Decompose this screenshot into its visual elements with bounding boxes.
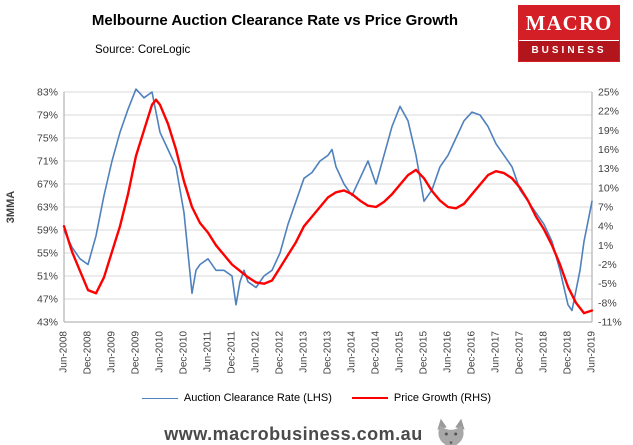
svg-text:71%: 71% <box>37 156 58 168</box>
svg-text:10%: 10% <box>598 182 619 194</box>
svg-text:51%: 51% <box>37 271 58 283</box>
svg-text:Dec-2012: Dec-2012 <box>275 331 286 375</box>
svg-text:Dec-2017: Dec-2017 <box>515 331 526 375</box>
svg-text:43%: 43% <box>37 317 58 329</box>
svg-text:67%: 67% <box>37 179 58 191</box>
svg-text:59%: 59% <box>37 225 58 237</box>
axis-lines <box>63 92 593 323</box>
legend-item-clearance: Auction Clearance Rate (LHS) <box>141 392 332 404</box>
svg-text:Dec-2011: Dec-2011 <box>227 331 238 374</box>
svg-text:Jun-2010: Jun-2010 <box>155 331 166 373</box>
svg-text:Jun-2018: Jun-2018 <box>539 331 550 373</box>
svg-text:79%: 79% <box>37 110 58 122</box>
clearance-line-swatch-icon <box>141 397 178 399</box>
svg-text:Dec-2009: Dec-2009 <box>131 331 142 375</box>
svg-text:Jun-2013: Jun-2013 <box>299 331 310 373</box>
svg-text:13%: 13% <box>598 163 619 175</box>
svg-text:Jun-2015: Jun-2015 <box>395 331 406 373</box>
x-axis-labels: Jun-2008 Dec-2008 Jun-2009 Dec-2009 Jun-2010… <box>59 331 598 375</box>
svg-text:Jun-2017: Jun-2017 <box>491 331 502 373</box>
svg-text:Jun-2008: Jun-2008 <box>59 331 70 373</box>
svg-text:Jun-2011: Jun-2011 <box>203 331 214 372</box>
chart-header: Melbourne Auction Clearance Rate vs Pric… <box>0 0 633 84</box>
footer: www.macrobusiness.com.au <box>0 417 633 445</box>
chart-legend: Auction Clearance Rate (LHS) Price Growt… <box>0 388 633 408</box>
page-title: Melbourne Auction Clearance Rate vs Pric… <box>91 12 459 29</box>
wolf-icon <box>437 418 465 445</box>
right-axis-labels: -11% -8% -5% -2% 1% 4% 7% 10% 13% 16% 19% 22% 25% <box>598 87 622 329</box>
svg-text:Dec-2018: Dec-2018 <box>563 331 574 375</box>
svg-text:4%: 4% <box>598 221 613 233</box>
svg-text:63%: 63% <box>37 202 58 214</box>
svg-text:7%: 7% <box>598 202 613 214</box>
svg-text:1%: 1% <box>598 240 613 252</box>
svg-text:47%: 47% <box>37 294 58 306</box>
svg-text:Dec-2016: Dec-2016 <box>467 331 478 375</box>
left-axis-title: 3MMA <box>5 191 17 223</box>
svg-text:-2%: -2% <box>598 259 617 271</box>
clearance-rate-line <box>63 88 593 312</box>
legend-label: Price Growth (RHS) <box>393 392 492 404</box>
source-note: Source: CoreLogic <box>95 44 191 56</box>
svg-text:Jun-2014: Jun-2014 <box>347 331 358 373</box>
svg-text:Dec-2013: Dec-2013 <box>323 331 334 375</box>
left-axis-labels: 43% 47% 51% 55% 59% 63% 67% 71% 75% 79% 83% <box>37 87 58 329</box>
svg-text:Dec-2008: Dec-2008 <box>83 331 94 375</box>
legend-label: Auction Clearance Rate (LHS) <box>183 392 332 404</box>
svg-text:55%: 55% <box>37 248 58 260</box>
legend-item-price-growth: Price Growth (RHS) <box>351 392 492 404</box>
svg-text:75%: 75% <box>37 133 58 145</box>
svg-text:22%: 22% <box>598 106 619 118</box>
logo-text-macro: MACRO <box>525 11 613 35</box>
svg-text:Jun-2016: Jun-2016 <box>443 331 454 373</box>
price-growth-line <box>62 98 594 315</box>
svg-text:-5%: -5% <box>598 278 617 290</box>
svg-text:Dec-2015: Dec-2015 <box>419 331 430 375</box>
svg-text:19%: 19% <box>598 125 619 137</box>
svg-text:Jun-2012: Jun-2012 <box>251 331 262 373</box>
svg-text:Dec-2014: Dec-2014 <box>371 331 382 375</box>
footer-url: www.macrobusiness.com.au <box>164 423 423 444</box>
price-growth-line-swatch-icon <box>351 397 388 399</box>
svg-text:Jun-2019: Jun-2019 <box>587 331 598 373</box>
svg-text:Jun-2009: Jun-2009 <box>107 331 118 373</box>
macrobusiness-logo: MACRO BUSINESS <box>519 6 619 61</box>
svg-text:83%: 83% <box>37 87 58 99</box>
gridlines <box>64 91 592 323</box>
svg-text:Dec-2010: Dec-2010 <box>179 331 190 375</box>
svg-text:25%: 25% <box>598 87 619 99</box>
svg-text:16%: 16% <box>598 144 619 156</box>
chart-svg: 43% 47% 51% 55% 59% 63% 67% 71% 75% 79% 83% -11% -8%… <box>5 87 622 375</box>
svg-text:-8%: -8% <box>598 297 617 309</box>
logo-text-business: BUSINESS <box>519 40 619 61</box>
svg-text:-11%: -11% <box>598 317 622 329</box>
